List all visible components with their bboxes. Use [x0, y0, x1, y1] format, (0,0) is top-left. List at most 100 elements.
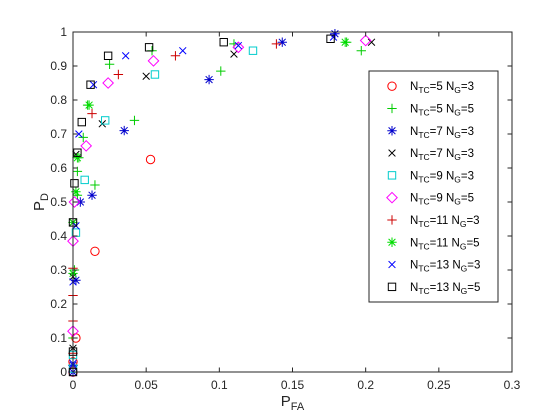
- y-tick-label-4: 0.3: [50, 263, 67, 277]
- legend-label-2: NTC=5 NG=5: [410, 103, 474, 117]
- data-point-s8-5-shape: [84, 100, 94, 110]
- data-point-s10-5: [73, 148, 82, 157]
- data-point-s7-5: [87, 108, 97, 119]
- data-point-s9-8-shape: [234, 41, 243, 50]
- data-point-s10-11-shape: [326, 34, 335, 43]
- y-tick-label-9: 0.8: [50, 93, 67, 107]
- legend-label-10: NTC=13 NG=5: [410, 282, 480, 296]
- data-point-s8-6: [340, 37, 350, 47]
- legend-entry-1: NTC=5 NG=3: [387, 81, 474, 95]
- x-axis-ticks: 0 0.05 0.1 0.15 0.2 0.25 0.3: [70, 32, 521, 392]
- y-axis-label-sub: D: [39, 193, 51, 201]
- legend-entry-7: NTC=11 NG=3: [387, 215, 480, 229]
- legend-marker-2-shape: [387, 103, 397, 114]
- data-point-s10-10-shape: [219, 38, 228, 47]
- legend-entry-4: NTC=7 NG=3: [388, 148, 474, 162]
- x-tick-label-7: 0.3: [504, 378, 521, 392]
- data-point-s10-8-shape: [103, 51, 113, 60]
- data-point-s4-7-shape: [230, 50, 238, 58]
- data-point-s2-11-shape: [129, 115, 140, 126]
- data-point-s7-8: [271, 39, 282, 49]
- data-point-s6-6: [147, 54, 160, 67]
- data-point-s9-4-shape: [75, 130, 83, 138]
- data-point-s5-4-shape: [80, 175, 89, 185]
- data-point-s3-7-shape: [204, 74, 214, 85]
- data-point-s5-6: [150, 70, 160, 79]
- data-point-s8-4-shape: [72, 153, 83, 163]
- data-point-s5-7: [248, 46, 258, 55]
- data-point-s6-5: [102, 77, 115, 89]
- y-tick-label-5: 0.4: [50, 229, 67, 243]
- data-point-s9-6: [121, 52, 130, 60]
- data-point-s5-6-shape: [150, 70, 160, 79]
- legend-entry-9: NTC=13 NG=3: [388, 260, 480, 274]
- data-point-s9-8: [234, 41, 243, 50]
- data-point-s8-6-shape: [340, 37, 350, 47]
- data-point-s2-7-shape: [78, 132, 88, 143]
- y-tick-label-8: 0.7: [50, 127, 67, 141]
- data-point-s3-5: [87, 190, 97, 200]
- data-point-s10-10: [219, 38, 228, 47]
- legend-marker-5-shape: [387, 171, 397, 180]
- data-point-s4-6: [142, 72, 150, 80]
- legend-entry-8: NTC=11 NG=5: [387, 237, 480, 251]
- data-point-s7-7: [170, 51, 181, 61]
- data-point-s2-7: [78, 132, 88, 143]
- data-point-s9-4: [75, 130, 83, 138]
- data-point-s4-8-shape: [367, 38, 376, 46]
- data-point-s5-5: [100, 116, 110, 125]
- data-point-s5-7-shape: [248, 46, 258, 55]
- data-point-s7-6: [113, 69, 124, 80]
- data-point-s10-9: [144, 43, 154, 52]
- legend-entry-10: NTC=13 NG=5: [387, 282, 480, 296]
- data-point-s5-5-shape: [100, 116, 110, 125]
- legend-marker-8-shape: [387, 237, 397, 247]
- data-point-s10-4: [70, 179, 79, 188]
- y-tick-label-10: 0.9: [50, 59, 67, 73]
- data-point-s9-7-shape: [178, 46, 187, 55]
- data-point-s3-8-shape: [277, 37, 287, 47]
- data-point-s2-10-shape: [104, 59, 115, 69]
- y-tick-label-7: 0.6: [50, 161, 67, 175]
- data-point-s10-4-shape: [70, 179, 79, 188]
- data-point-s6-4: [80, 139, 93, 152]
- data-point-s2-16: [356, 46, 366, 56]
- legend-marker-6: [386, 191, 398, 204]
- data-point-s3-6-shape: [119, 125, 129, 136]
- data-point-s1-4: [90, 246, 100, 257]
- legend-marker-10-shape: [387, 282, 397, 292]
- data-point-s9-5-shape: [89, 80, 98, 89]
- data-point-s10-7-shape: [86, 80, 95, 89]
- data-point-s10-5-shape: [73, 148, 82, 157]
- data-point-s2-13: [216, 66, 226, 76]
- legend-marker-4-shape: [388, 149, 396, 157]
- y-tick-label-6: 0.5: [50, 195, 67, 209]
- data-point-s2-10: [104, 59, 115, 69]
- data-point-s10-7: [86, 80, 95, 89]
- y-tick-label-2: 0.1: [50, 331, 67, 345]
- legend-label-4: NTC=7 NG=3: [410, 148, 474, 162]
- data-point-s9-7: [178, 46, 187, 55]
- data-point-s8-4: [72, 153, 83, 163]
- legend-label-7: NTC=11 NG=3: [410, 215, 480, 229]
- legend: NTC=5 NG=3 NTC=5 NG=5 NTC=7 NG=3 NTC=7 NG=3…: [368, 70, 499, 303]
- legend-marker-6-shape: [386, 191, 398, 204]
- data-point-s9-6-shape: [121, 52, 130, 60]
- data-point-s7-6-shape: [113, 69, 124, 80]
- y-axis-ticks: 0 0.1 0.2 0.3 0.4 0.5 0.6 0.7 0.8 0.9 1: [50, 25, 512, 379]
- data-point-s3-9: [330, 29, 340, 39]
- legend-marker-9-shape: [388, 260, 396, 269]
- legend-marker-5: [387, 171, 397, 180]
- x-axis-label-main: P: [281, 393, 291, 410]
- y-tick-label-11: 1: [60, 25, 67, 39]
- legend-marker-1: [387, 81, 397, 91]
- legend-entry-2: NTC=5 NG=5: [387, 103, 474, 117]
- x-tick-label-1: 0: [70, 378, 77, 392]
- legend-marker-7-shape: [387, 215, 397, 225]
- legend-marker-1-shape: [387, 81, 397, 91]
- data-point-s9-5: [89, 80, 98, 89]
- y-axis-label: PD: [31, 193, 51, 211]
- y-tick-label-1: 0: [60, 365, 67, 379]
- data-point-s4-6-shape: [142, 72, 150, 80]
- legend-marker-4: [388, 149, 396, 157]
